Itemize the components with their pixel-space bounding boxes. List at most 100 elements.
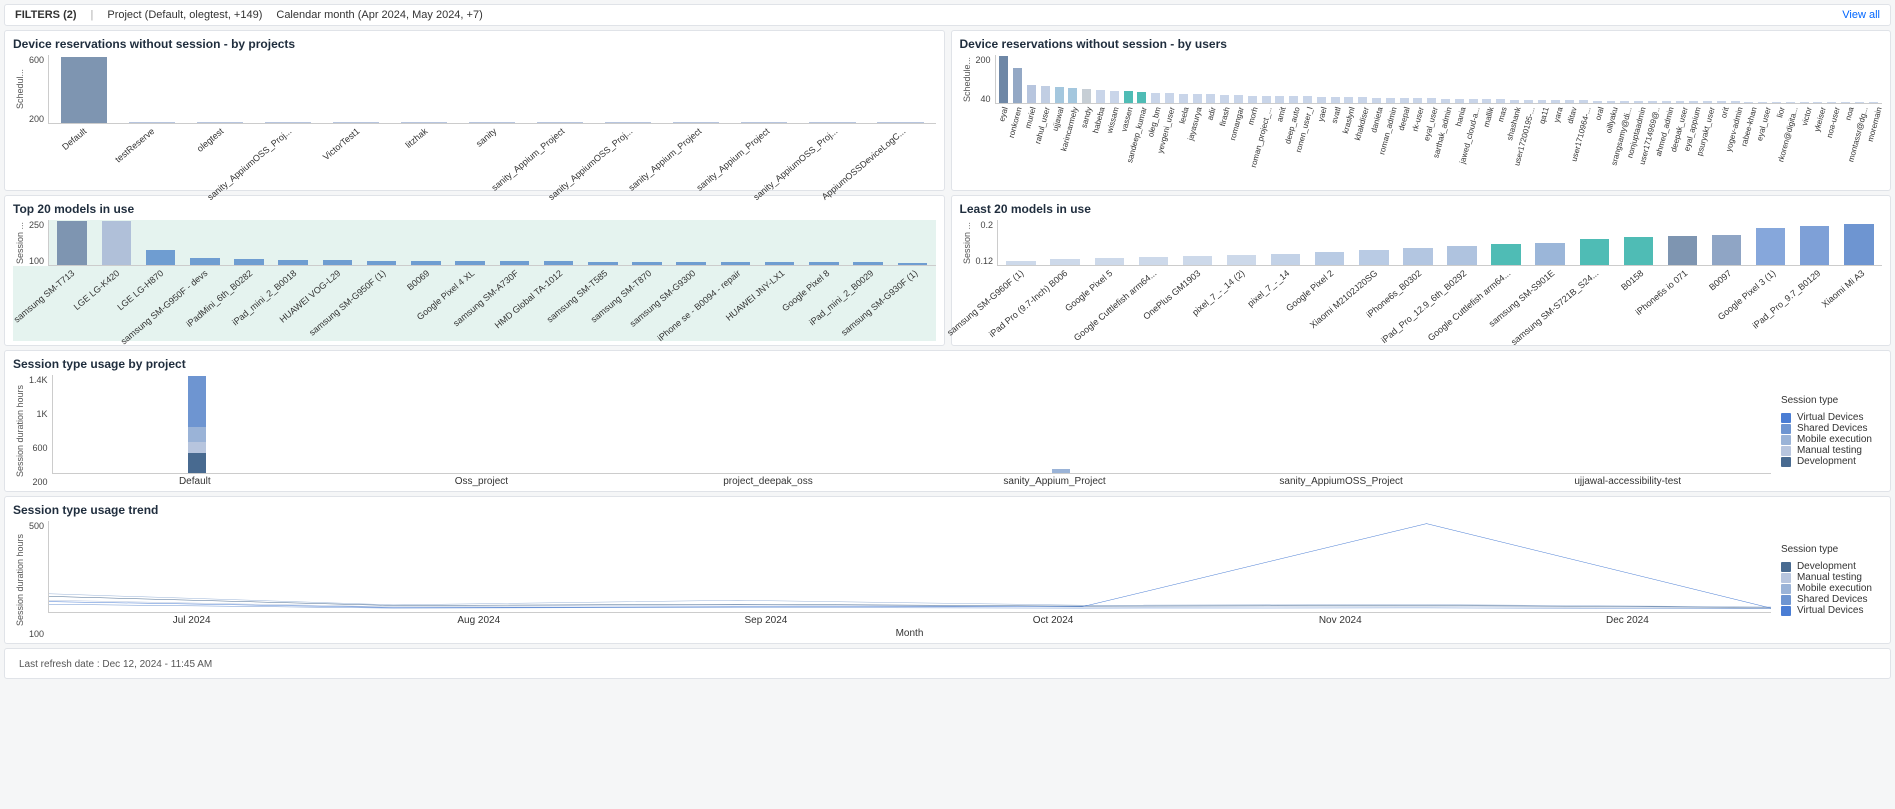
bar[interactable] bbox=[1580, 239, 1609, 265]
bar[interactable] bbox=[1013, 68, 1022, 104]
bar[interactable] bbox=[1579, 100, 1588, 103]
bar[interactable] bbox=[1524, 100, 1533, 103]
bar[interactable] bbox=[809, 122, 855, 123]
bar[interactable] bbox=[1165, 93, 1174, 103]
bar[interactable] bbox=[1096, 90, 1105, 103]
bar-chart[interactable] bbox=[995, 55, 1882, 104]
bar[interactable] bbox=[1855, 102, 1864, 103]
bar[interactable] bbox=[197, 122, 243, 123]
bar[interactable] bbox=[1110, 91, 1119, 104]
bar[interactable] bbox=[537, 122, 583, 123]
bar[interactable] bbox=[1271, 254, 1300, 265]
legend-item[interactable]: Mobile execution bbox=[1781, 583, 1872, 594]
bar[interactable] bbox=[1496, 99, 1505, 103]
bar[interactable] bbox=[1359, 250, 1388, 265]
bar[interactable] bbox=[765, 262, 795, 265]
bar[interactable] bbox=[1124, 91, 1133, 103]
bar[interactable] bbox=[1869, 102, 1878, 103]
bar[interactable] bbox=[190, 258, 220, 265]
bar[interactable] bbox=[1844, 224, 1873, 265]
bar[interactable] bbox=[853, 262, 883, 265]
bar[interactable] bbox=[1193, 94, 1202, 103]
bar[interactable] bbox=[1662, 101, 1671, 103]
bar-chart[interactable] bbox=[48, 220, 935, 266]
bar[interactable] bbox=[1717, 101, 1726, 103]
bar[interactable] bbox=[1095, 258, 1124, 266]
bar[interactable] bbox=[1703, 101, 1712, 103]
bar[interactable] bbox=[1234, 95, 1243, 103]
bar[interactable] bbox=[1786, 102, 1795, 103]
bar[interactable] bbox=[1441, 99, 1450, 103]
bar[interactable] bbox=[605, 122, 651, 123]
line-chart[interactable] bbox=[48, 521, 1771, 613]
bar[interactable] bbox=[1427, 98, 1436, 103]
bar[interactable] bbox=[877, 122, 923, 123]
bar[interactable] bbox=[1800, 102, 1809, 103]
filters-count[interactable]: FILTERS (2) bbox=[15, 9, 77, 21]
bar[interactable] bbox=[1262, 96, 1271, 103]
bar[interactable] bbox=[676, 262, 706, 265]
bar[interactable] bbox=[1648, 101, 1657, 103]
bar[interactable] bbox=[1303, 96, 1312, 103]
bar[interactable] bbox=[1712, 235, 1741, 265]
bar[interactable] bbox=[1400, 98, 1409, 103]
bar[interactable] bbox=[1565, 100, 1574, 103]
bar[interactable] bbox=[1744, 102, 1753, 103]
bar[interactable] bbox=[898, 263, 928, 265]
bar[interactable] bbox=[1813, 102, 1822, 103]
legend-item[interactable]: Development bbox=[1781, 561, 1872, 572]
bar[interactable] bbox=[1372, 98, 1381, 103]
bar[interactable] bbox=[1220, 95, 1229, 103]
bar[interactable] bbox=[1386, 98, 1395, 103]
bar[interactable] bbox=[1772, 102, 1781, 103]
bar[interactable] bbox=[1082, 89, 1091, 103]
bar[interactable] bbox=[1634, 101, 1643, 103]
bar[interactable] bbox=[1139, 257, 1168, 265]
bar[interactable] bbox=[234, 259, 264, 265]
bar[interactable] bbox=[1317, 97, 1326, 103]
bar-segment[interactable] bbox=[188, 427, 206, 443]
bar[interactable] bbox=[1676, 101, 1685, 103]
bar[interactable] bbox=[323, 260, 353, 265]
legend-item[interactable]: Shared Devices bbox=[1781, 423, 1872, 434]
bar[interactable] bbox=[1006, 261, 1035, 265]
bar[interactable] bbox=[1620, 101, 1629, 103]
bar[interactable] bbox=[1183, 256, 1212, 265]
bar[interactable] bbox=[1491, 244, 1520, 265]
legend-item[interactable]: Shared Devices bbox=[1781, 594, 1872, 605]
bar[interactable] bbox=[1068, 88, 1077, 103]
bar-segment[interactable] bbox=[1052, 469, 1070, 473]
legend-item[interactable]: Manual testing bbox=[1781, 445, 1872, 456]
bar[interactable] bbox=[102, 221, 132, 265]
bar-segment[interactable] bbox=[188, 376, 206, 426]
bar[interactable] bbox=[333, 122, 379, 123]
bar-chart[interactable] bbox=[997, 220, 1882, 266]
bar-segment[interactable] bbox=[188, 442, 206, 453]
bar[interactable] bbox=[1469, 99, 1478, 103]
bar[interactable] bbox=[1551, 100, 1560, 103]
bar[interactable] bbox=[999, 56, 1008, 103]
bar[interactable] bbox=[1331, 97, 1340, 103]
bar[interactable] bbox=[1624, 237, 1653, 265]
filter-month[interactable]: Calendar month (Apr 2024, May 2024, +7) bbox=[276, 9, 482, 21]
bar[interactable] bbox=[1137, 92, 1146, 103]
bar[interactable] bbox=[544, 261, 574, 265]
bar[interactable] bbox=[1593, 101, 1602, 104]
bar[interactable] bbox=[411, 261, 441, 265]
bar[interactable] bbox=[1482, 99, 1491, 103]
bar[interactable] bbox=[1827, 102, 1836, 103]
bar[interactable] bbox=[1050, 259, 1079, 265]
filter-project[interactable]: Project (Default, olegtest, +149) bbox=[107, 9, 262, 21]
bar[interactable] bbox=[1668, 236, 1697, 265]
bar[interactable] bbox=[61, 57, 107, 123]
bar[interactable] bbox=[1447, 246, 1476, 265]
bar[interactable] bbox=[1800, 226, 1829, 265]
bar[interactable] bbox=[1227, 255, 1256, 265]
bar[interactable] bbox=[1358, 97, 1367, 103]
bar-chart[interactable] bbox=[48, 55, 935, 124]
view-all-link[interactable]: View all bbox=[1842, 9, 1880, 21]
bar[interactable] bbox=[401, 122, 447, 123]
bar[interactable] bbox=[129, 122, 175, 123]
bar[interactable] bbox=[1731, 101, 1740, 103]
legend-item[interactable]: Virtual Devices bbox=[1781, 605, 1872, 616]
